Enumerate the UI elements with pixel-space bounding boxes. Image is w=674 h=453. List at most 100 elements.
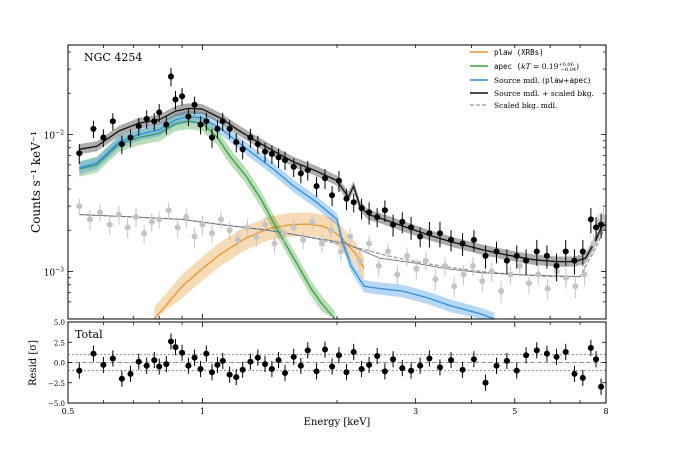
bkg-point xyxy=(451,283,458,290)
source-point xyxy=(151,118,158,125)
residual-point xyxy=(268,365,275,372)
residual-point xyxy=(335,352,342,359)
res-ytick-label: −5.0 xyxy=(48,400,65,408)
source-point xyxy=(598,221,605,228)
legend: plaw (XRBs) apec (kT = 0.19+0.06 −0.04) S… xyxy=(470,48,594,110)
residual-point xyxy=(143,362,150,369)
bkg-point xyxy=(535,271,542,278)
residual-point xyxy=(366,361,373,368)
bkg-point xyxy=(226,227,233,234)
bkg-point xyxy=(563,274,570,281)
source-point xyxy=(254,141,261,148)
residual-point xyxy=(381,368,388,375)
bkg-point xyxy=(174,224,181,231)
x-axis-label-energy: Energy [keV] xyxy=(304,417,371,428)
bkg-point xyxy=(469,262,476,269)
source-point xyxy=(214,125,221,132)
source-point xyxy=(408,224,415,231)
residual-point xyxy=(593,356,600,363)
bkg-point xyxy=(271,240,278,247)
source-point xyxy=(185,113,192,120)
source-point xyxy=(562,248,569,255)
bkg-point xyxy=(76,203,83,210)
source-point xyxy=(399,218,406,225)
source-point xyxy=(261,148,268,155)
residual-point xyxy=(226,371,233,378)
source-point xyxy=(304,167,311,174)
source-point xyxy=(290,163,297,170)
legend-label-apec: apec (kT = 0.19+0.06 −0.04) xyxy=(494,62,579,73)
bkg-point xyxy=(394,271,401,278)
residual-point xyxy=(579,374,586,381)
legend-label-source-plus-bkg: Source mdl. + scaled bkg. xyxy=(494,89,594,98)
residual-point xyxy=(459,366,466,373)
bkg-point xyxy=(133,213,140,220)
residual-point xyxy=(329,363,336,370)
y-axis-label-counts: Counts s⁻¹ keV⁻¹ xyxy=(29,131,43,233)
residual-point xyxy=(233,374,240,381)
bkg-point xyxy=(148,218,155,225)
residual-point xyxy=(482,379,489,386)
residual-point xyxy=(90,350,97,357)
bkg-point xyxy=(300,236,307,243)
source-point xyxy=(233,139,240,146)
bkg-point xyxy=(442,262,449,269)
residual-point xyxy=(76,367,83,374)
bkg-point xyxy=(280,230,287,237)
residual-point xyxy=(358,365,365,372)
source-point xyxy=(90,125,97,132)
bkg-point xyxy=(318,240,325,247)
bkg-point xyxy=(590,240,597,247)
top-panel-ticks: 10−3 10−2 xyxy=(44,45,607,319)
bkg-point xyxy=(106,221,113,228)
bkg-point xyxy=(507,271,514,278)
residual-point xyxy=(185,362,192,369)
source-point xyxy=(321,175,328,182)
res-xtick-label: 0.5 xyxy=(62,407,75,416)
source-point xyxy=(219,118,226,125)
residual-point xyxy=(261,361,268,368)
source-point xyxy=(109,118,116,125)
source-point xyxy=(163,121,170,128)
source-point xyxy=(358,205,365,212)
source-point xyxy=(459,240,466,247)
model-line-source-mdl-scaled-bkg- xyxy=(79,107,607,263)
model-band-plaw-xrbs- xyxy=(154,212,365,319)
source-point xyxy=(482,252,489,259)
residual-point xyxy=(282,370,289,377)
residual-point xyxy=(239,366,246,373)
bkg-point xyxy=(526,280,533,287)
bkg-point xyxy=(375,262,382,269)
residual-point xyxy=(275,357,282,364)
bkg-point xyxy=(356,257,363,264)
res-xtick-label: 1 xyxy=(200,407,205,416)
source-point xyxy=(593,224,600,231)
source-point xyxy=(493,248,500,255)
source-point xyxy=(343,195,350,202)
model-band-source-mdl-scaled-bkg- xyxy=(79,103,607,267)
bkg-point xyxy=(124,224,131,231)
residual-point xyxy=(350,348,357,355)
residual-point xyxy=(374,353,381,360)
bkg-point xyxy=(600,213,607,220)
bkg-point xyxy=(432,276,439,283)
residual-point xyxy=(587,344,594,351)
residual-point xyxy=(598,383,605,390)
source-point xyxy=(366,209,373,216)
source-point xyxy=(156,109,163,116)
residual-point xyxy=(191,354,198,361)
model-line-source-mdl-plaw-apec- xyxy=(79,115,495,320)
model-line-apec xyxy=(79,120,336,320)
source-point xyxy=(282,157,289,164)
residual-point xyxy=(304,347,311,354)
bkg-point xyxy=(488,268,495,275)
bkg-point xyxy=(413,265,420,272)
bkg-point xyxy=(156,216,163,223)
bkg-point xyxy=(337,248,344,255)
source-point xyxy=(503,257,510,264)
source-point xyxy=(179,93,186,100)
residual-point xyxy=(390,356,397,363)
residual-point xyxy=(109,355,116,362)
res-ytick-label: 5.0 xyxy=(54,319,65,327)
